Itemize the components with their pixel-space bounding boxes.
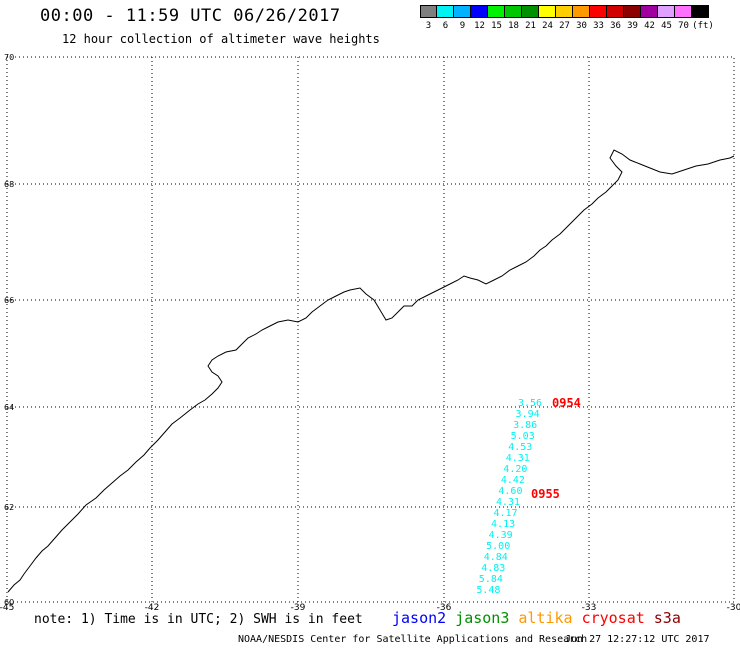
legend-label: 12 bbox=[474, 21, 485, 31]
pass-time-label: 0955 bbox=[531, 487, 560, 501]
pass-time-labels: 0954 0955 bbox=[531, 396, 581, 501]
longitude-label: -36 bbox=[437, 603, 452, 613]
swh-value-label: 3.56 bbox=[518, 398, 542, 409]
legend-swatch bbox=[658, 5, 675, 18]
legend-swatch bbox=[420, 5, 437, 18]
legend-swatches bbox=[420, 5, 714, 18]
legend-label: 6 bbox=[442, 21, 449, 31]
legend-labels: 3 6 9 12 15 18 21 24 27 30 33 36 39 42 45 70 (ft) bbox=[420, 21, 714, 31]
legend-label: (ft) bbox=[692, 21, 714, 31]
legend-label: 42 bbox=[644, 21, 655, 31]
legend-swatch bbox=[675, 5, 692, 18]
legend-swatch bbox=[590, 5, 607, 18]
swh-value-label: 5.84 bbox=[479, 574, 503, 585]
longitude-label: -42 bbox=[145, 603, 160, 613]
latitude-label: 70 bbox=[4, 53, 14, 62]
legend-label: 30 bbox=[576, 21, 587, 31]
map-title: 00:00 - 11:59 UTC 06/26/2017 bbox=[40, 6, 341, 26]
satellite-legend: jason2 jason3 altika cryosat s3a bbox=[392, 609, 681, 627]
legend-swatch bbox=[624, 5, 641, 18]
legend-swatch bbox=[573, 5, 590, 18]
wave-height-color-legend: 3 6 9 12 15 18 21 24 27 30 33 36 39 42 45 70 (ft) bbox=[420, 5, 714, 31]
legend-label: 39 bbox=[627, 21, 638, 31]
legend-swatch bbox=[607, 5, 624, 18]
latitude-label: 66 bbox=[4, 296, 14, 305]
credit-line: NOAA/NESDIS Center for Satellite Applica… bbox=[238, 634, 588, 645]
swh-value-label: 5.03 bbox=[511, 431, 535, 442]
satellite-name: altika bbox=[518, 609, 573, 627]
legend-swatch bbox=[522, 5, 539, 18]
legend-swatch bbox=[641, 5, 658, 18]
swh-value-label: 5.48 bbox=[476, 585, 500, 596]
legend-label: 21 bbox=[525, 21, 536, 31]
longitude-label: -30 bbox=[727, 603, 740, 613]
legend-label: 33 bbox=[593, 21, 604, 31]
map-frame bbox=[6, 56, 735, 603]
legend-swatch bbox=[539, 5, 556, 18]
swh-value-label: 3.86 bbox=[513, 420, 537, 431]
swh-value-label: 4.31 bbox=[496, 497, 520, 508]
legend-label: 24 bbox=[542, 21, 553, 31]
legend-swatch bbox=[454, 5, 471, 18]
latitude-label: 60 bbox=[4, 598, 14, 607]
legend-label: 18 bbox=[508, 21, 519, 31]
legend-swatch bbox=[437, 5, 454, 18]
satellite-name: cryosat bbox=[581, 609, 645, 627]
legend-label: 9 bbox=[459, 21, 466, 31]
swh-value-label: 4.31 bbox=[506, 453, 530, 464]
satellite-name: s3a bbox=[653, 609, 681, 627]
swh-value-label: 4.83 bbox=[481, 563, 505, 574]
legend-label: 3 bbox=[425, 21, 432, 31]
latitude-label: 62 bbox=[4, 503, 14, 512]
longitude-label: -45 bbox=[0, 603, 14, 613]
legend-swatch bbox=[505, 5, 522, 18]
legend-label: 45 bbox=[661, 21, 672, 31]
greenland-coastline bbox=[7, 149, 735, 593]
longitude-label: -33 bbox=[582, 603, 597, 613]
swh-value-label: 3.94 bbox=[516, 409, 540, 420]
swh-value-label: 4.84 bbox=[484, 552, 508, 563]
swh-value-label: 4.13 bbox=[491, 519, 515, 530]
generated-timestamp: Jun 27 12:27:12 UTC 2017 bbox=[565, 634, 710, 645]
legend-label: 15 bbox=[491, 21, 502, 31]
legend-swatch bbox=[471, 5, 488, 18]
altimeter-track-labels: 3.563.943.865.034.534.314.204.424.604.31… bbox=[476, 398, 542, 596]
swh-value-label: 4.53 bbox=[508, 442, 532, 453]
lat-lon-grid: 70 68 66 64 62 60-45 -42 -39 -36 -33 -30 bbox=[0, 53, 740, 613]
footer-note: note: 1) Time is in UTC; 2) SWH is in fe… bbox=[34, 612, 363, 627]
pass-time-label: 0954 bbox=[552, 396, 581, 410]
swh-value-label: 4.39 bbox=[489, 530, 513, 541]
swh-value-label: 4.60 bbox=[498, 486, 522, 497]
swh-value-label: 4.42 bbox=[501, 475, 525, 486]
latitude-label: 64 bbox=[4, 403, 14, 412]
swh-value-label: 4.17 bbox=[494, 508, 518, 519]
satellite-name: jason2 bbox=[392, 609, 447, 627]
map-subtitle: 12 hour collection of altimeter wave hei… bbox=[62, 32, 380, 46]
legend-label: 36 bbox=[610, 21, 621, 31]
legend-label: 70 bbox=[678, 21, 689, 31]
legend-swatch bbox=[488, 5, 505, 18]
swh-value-label: 5.00 bbox=[486, 541, 510, 552]
satellite-name: jason3 bbox=[455, 609, 510, 627]
swh-value-label: 4.20 bbox=[503, 464, 527, 475]
longitude-label: -39 bbox=[291, 603, 306, 613]
latitude-label: 68 bbox=[4, 180, 14, 189]
legend-swatch bbox=[692, 5, 709, 18]
legend-label: 27 bbox=[559, 21, 570, 31]
legend-swatch bbox=[556, 5, 573, 18]
